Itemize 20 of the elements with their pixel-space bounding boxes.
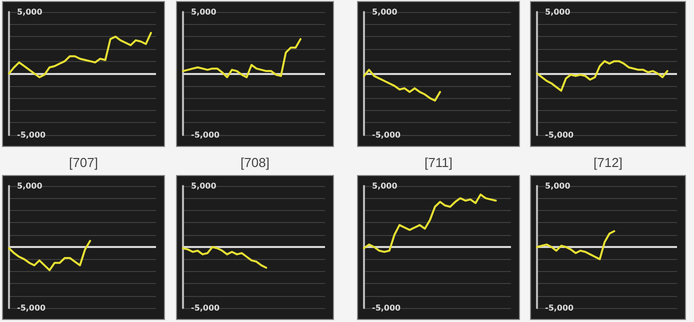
y-tick-label: 5,000	[545, 8, 571, 16]
y-tick-label: -5,000	[545, 304, 574, 312]
y-tick-label: -5,000	[372, 304, 402, 312]
y-tick-label: -5,000	[17, 130, 46, 140]
y-tick-label: -5,000	[545, 130, 574, 140]
y-tick-label: 5,000	[191, 8, 217, 16]
chart-title: [712]	[592, 155, 624, 170]
y-tick-label: -5,000	[191, 304, 220, 312]
y-tick-label: 5,000	[17, 8, 43, 16]
y-tick-label: 5,000	[372, 8, 398, 16]
chart-title: [707]	[68, 155, 99, 170]
y-tick-label: -5,000	[372, 130, 402, 140]
y-tick-label: 5,000	[191, 182, 217, 190]
y-tick-label: -5,000	[191, 130, 220, 140]
y-tick-label: 5,000	[17, 182, 43, 190]
y-tick-label: -5,000	[17, 304, 46, 312]
chart-title: [708]	[240, 155, 270, 170]
y-tick-label: 5,000	[372, 182, 398, 190]
y-tick-label: 5,000	[545, 182, 571, 190]
chart-title: [711]	[424, 155, 454, 170]
